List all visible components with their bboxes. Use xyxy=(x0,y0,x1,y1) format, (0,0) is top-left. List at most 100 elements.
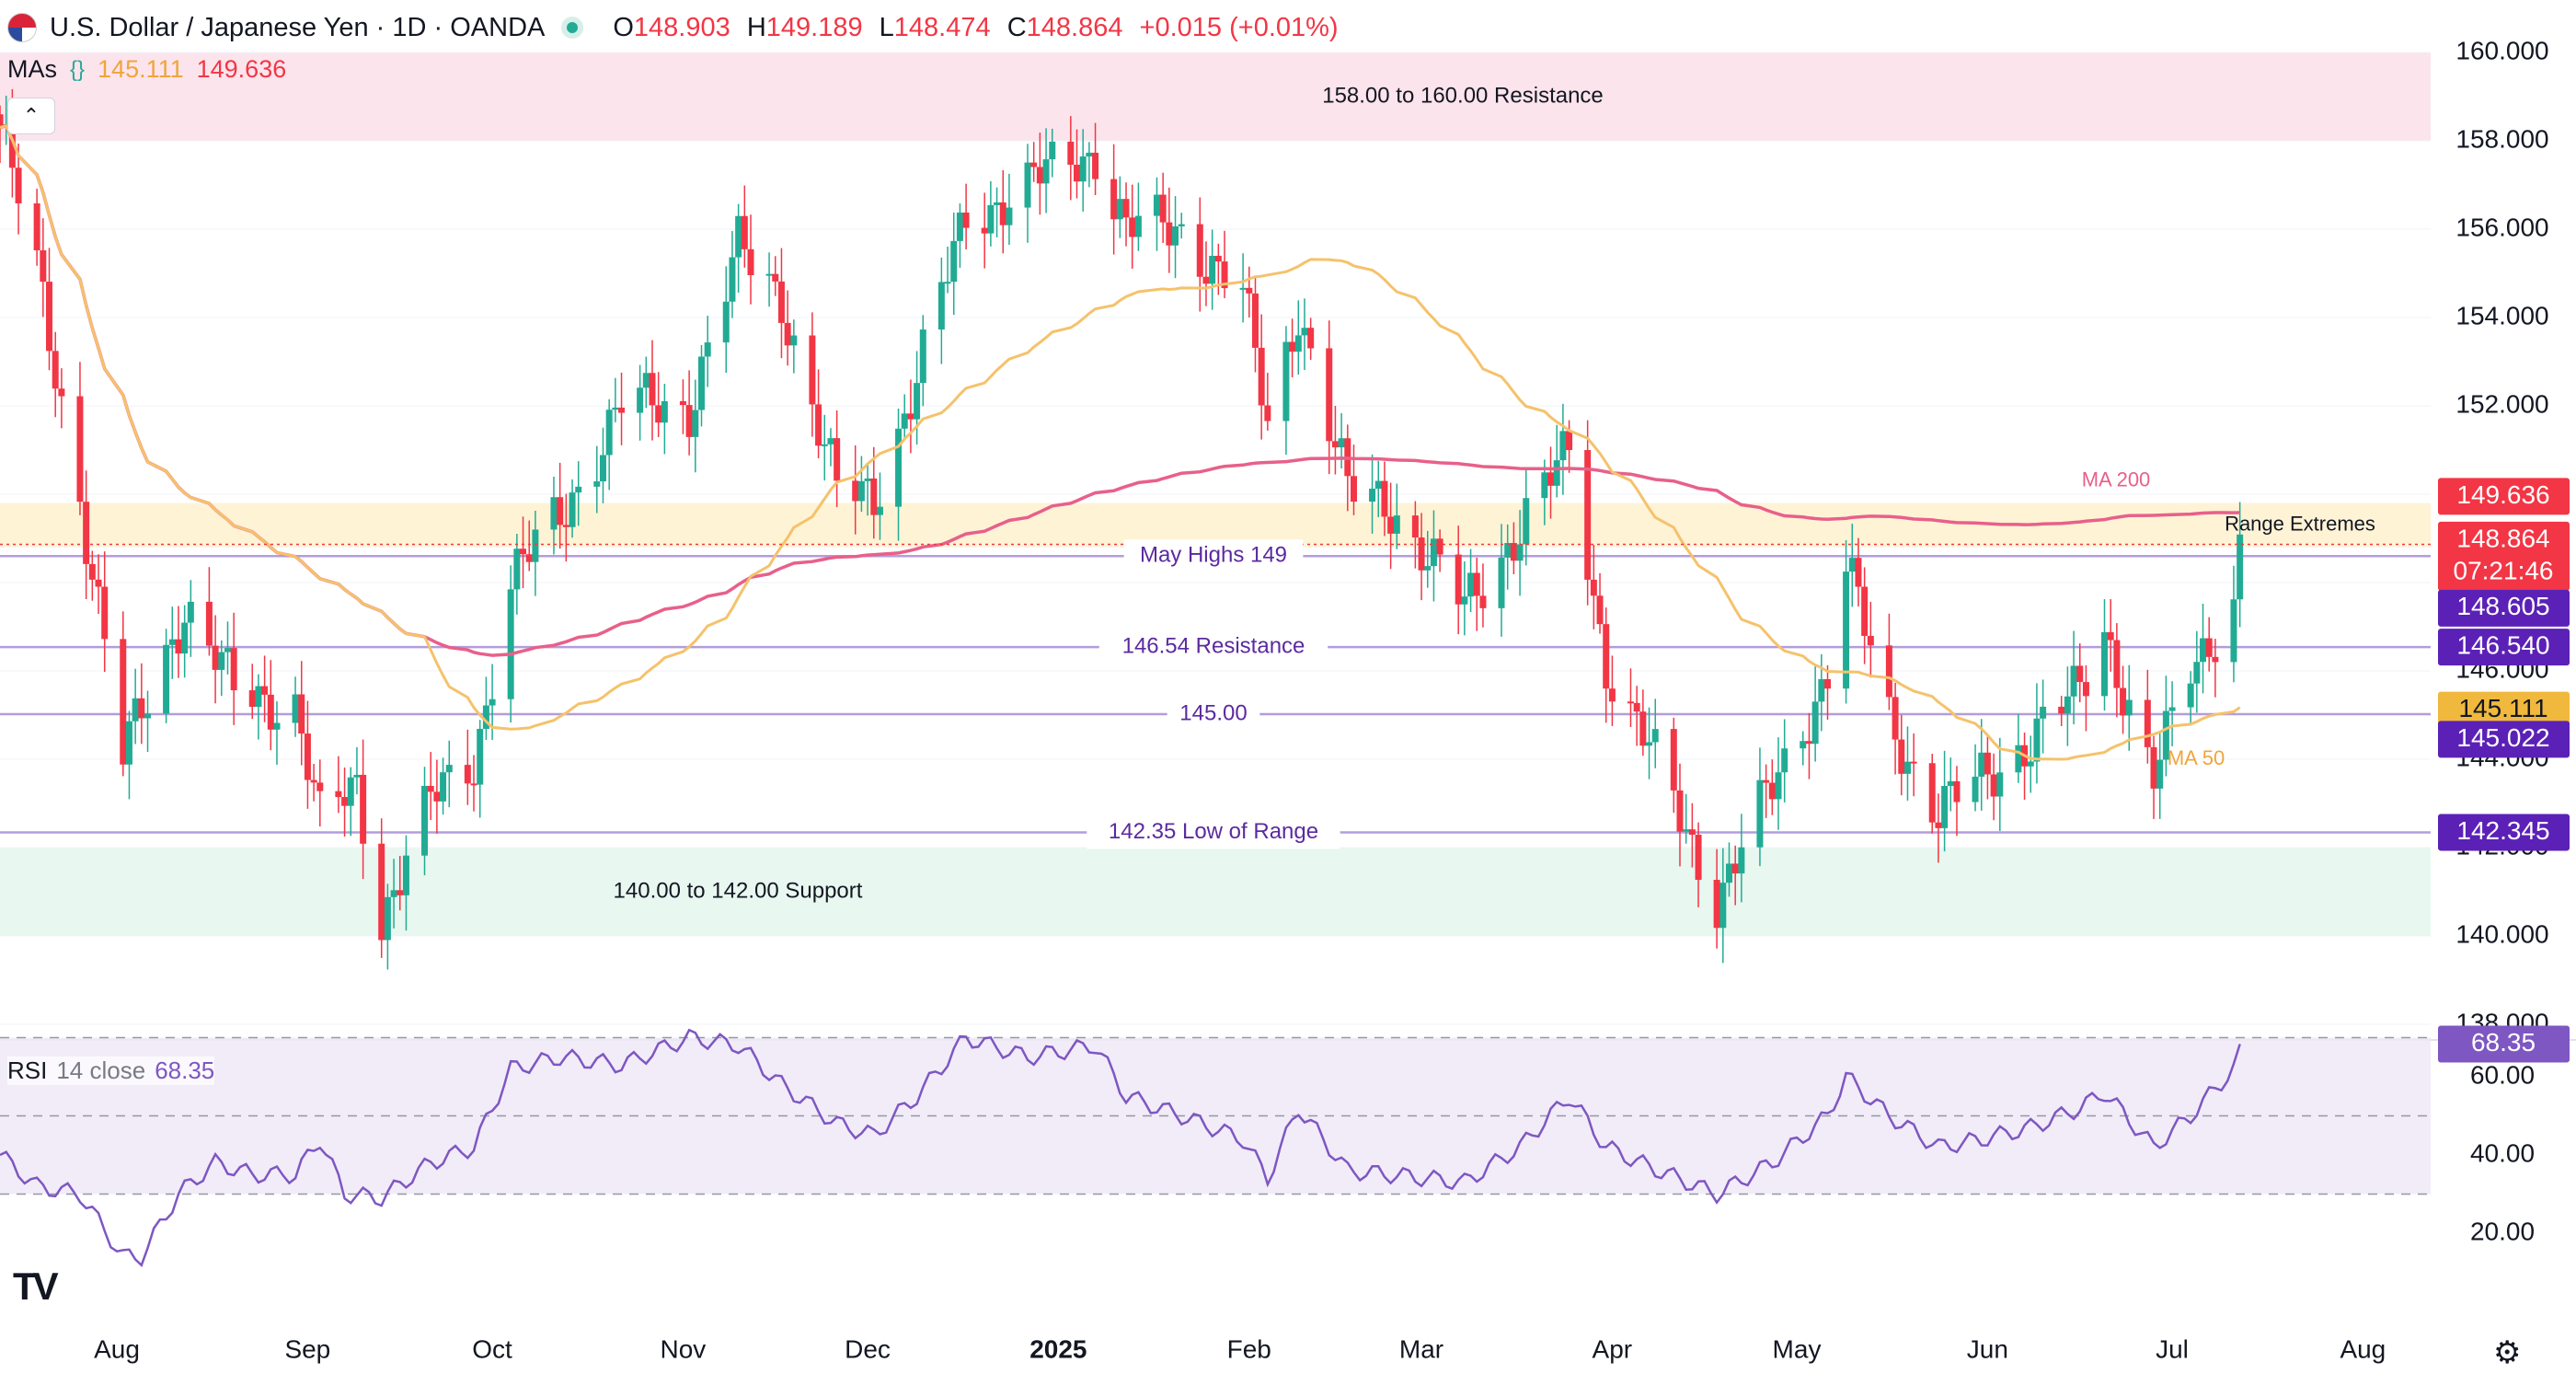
candle-body xyxy=(944,282,951,284)
rsi-value-badge: 68.35 xyxy=(2438,1025,2570,1063)
candle-body xyxy=(1731,863,1739,874)
price-badge-2: 07:21:46 xyxy=(2438,553,2570,591)
price-badge-4: 146.540 xyxy=(2438,629,2570,666)
ma-legend-label: MAs xyxy=(7,55,57,83)
price-tick-label: 156.000 xyxy=(2455,213,2548,241)
candle-body xyxy=(205,601,213,646)
ma-legend[interactable]: MAs {} 145.111 149.636 xyxy=(7,55,286,84)
close-value: 148.864 xyxy=(1026,12,1123,42)
rsi-line xyxy=(0,1028,2241,1268)
candle-body xyxy=(956,212,963,241)
level-label-0: May Highs 149 xyxy=(1123,539,1304,573)
candle-body xyxy=(649,373,656,406)
low-label: L xyxy=(879,12,894,42)
candle-body xyxy=(347,777,354,806)
price-tick-label: 140.000 xyxy=(2455,919,2548,948)
candle-body xyxy=(298,694,305,734)
x-tick-label: Sep xyxy=(284,1334,330,1363)
candle-body xyxy=(2205,638,2213,657)
candle-body xyxy=(790,335,798,346)
candle-body xyxy=(1683,829,1690,832)
candle-body xyxy=(1024,162,1031,208)
candle-body xyxy=(1455,554,1462,605)
candle-body xyxy=(316,782,324,791)
x-tick-label-text: Nov xyxy=(660,1334,706,1363)
candle-body xyxy=(747,248,754,276)
candle-body xyxy=(1947,780,1954,787)
candle-body xyxy=(895,428,903,507)
open-value: 148.903 xyxy=(633,12,730,42)
candle-body xyxy=(1800,741,1807,749)
candle-body xyxy=(679,400,686,406)
candle-body xyxy=(1843,572,1850,689)
candle-body xyxy=(575,486,582,493)
candle-body xyxy=(520,548,527,555)
candle-body xyxy=(2162,710,2169,760)
candle-body xyxy=(1972,776,1979,802)
tradingview-logo-icon[interactable]: TV xyxy=(13,1264,59,1308)
candle-body xyxy=(1116,199,1123,220)
candle-body xyxy=(1903,761,1911,774)
candle-body xyxy=(2082,682,2089,697)
candle-body xyxy=(815,404,822,446)
candle-body xyxy=(76,396,84,502)
candle-body xyxy=(735,215,742,258)
candle-body xyxy=(937,282,945,330)
candle-body xyxy=(1172,225,1179,246)
candle-body xyxy=(273,722,281,730)
candle-body xyxy=(1978,752,1985,777)
candle-body xyxy=(1725,863,1732,883)
code-braces-icon[interactable]: {} xyxy=(70,56,86,82)
gear-icon[interactable]: ⚙ xyxy=(2493,1335,2522,1370)
price-tick-label: 154.000 xyxy=(2455,301,2548,329)
candle-body xyxy=(1338,438,1345,448)
candle-body xyxy=(218,652,225,670)
candle-body xyxy=(1861,586,1869,636)
rsi-legend[interactable]: RSI 14 close 68.35 xyxy=(7,1056,215,1085)
price-tick-label-text: 152.000 xyxy=(2455,389,2548,418)
price-badge-bg xyxy=(2438,521,2570,559)
candle-body xyxy=(698,356,706,410)
price-badge-7: 142.345 xyxy=(2438,814,2570,851)
candle-body xyxy=(981,227,988,234)
level-label-0-bg xyxy=(1123,539,1304,573)
candle-body xyxy=(1473,572,1480,596)
candle-body xyxy=(1510,543,1517,561)
candle-body xyxy=(1885,645,1892,698)
candle-body xyxy=(2120,687,2127,716)
candle-body xyxy=(292,694,299,723)
candle-body xyxy=(0,114,4,128)
candle-body xyxy=(1768,782,1776,800)
candle-body xyxy=(2101,631,2109,697)
support-zone-label-text: 140.00 to 142.00 Support xyxy=(614,878,863,903)
candle-body xyxy=(58,388,65,397)
price-badge-text: 148.605 xyxy=(2456,592,2549,620)
price-badge-text: 149.636 xyxy=(2456,480,2549,509)
candle-body xyxy=(1331,441,1339,448)
candle-body xyxy=(445,765,453,773)
candle-body xyxy=(470,783,477,786)
candle-body xyxy=(1910,761,1917,764)
candle-body xyxy=(692,410,699,437)
price-badge-text: 145.022 xyxy=(2456,723,2549,752)
x-tick-label-text: Mar xyxy=(1399,1334,1443,1363)
candle-body xyxy=(304,733,311,780)
collapse-legend-button[interactable]: ⌃ xyxy=(7,98,55,134)
zone-band-0 xyxy=(0,52,2431,141)
candle-body xyxy=(870,478,878,515)
symbol-title[interactable]: U.S. Dollar / Japanese Yen · 1D · OANDA xyxy=(50,12,546,42)
candle-body xyxy=(1867,635,1874,646)
candle-body xyxy=(1049,141,1056,160)
level-label-2: 145.00 xyxy=(1167,697,1260,731)
candle-body xyxy=(1651,729,1659,743)
price-badge-1: 148.864 xyxy=(2438,521,2570,559)
symbol-header: U.S. Dollar / Japanese Yen · 1D · OANDA … xyxy=(7,9,1339,46)
candle-body xyxy=(1134,215,1142,237)
candle-body xyxy=(2033,718,2041,762)
price-badge-3: 148.605 xyxy=(2438,589,2570,627)
candle-body xyxy=(1984,752,1991,775)
candle-body xyxy=(1030,162,1038,167)
price-tick-label-text: 156.000 xyxy=(2455,213,2548,241)
